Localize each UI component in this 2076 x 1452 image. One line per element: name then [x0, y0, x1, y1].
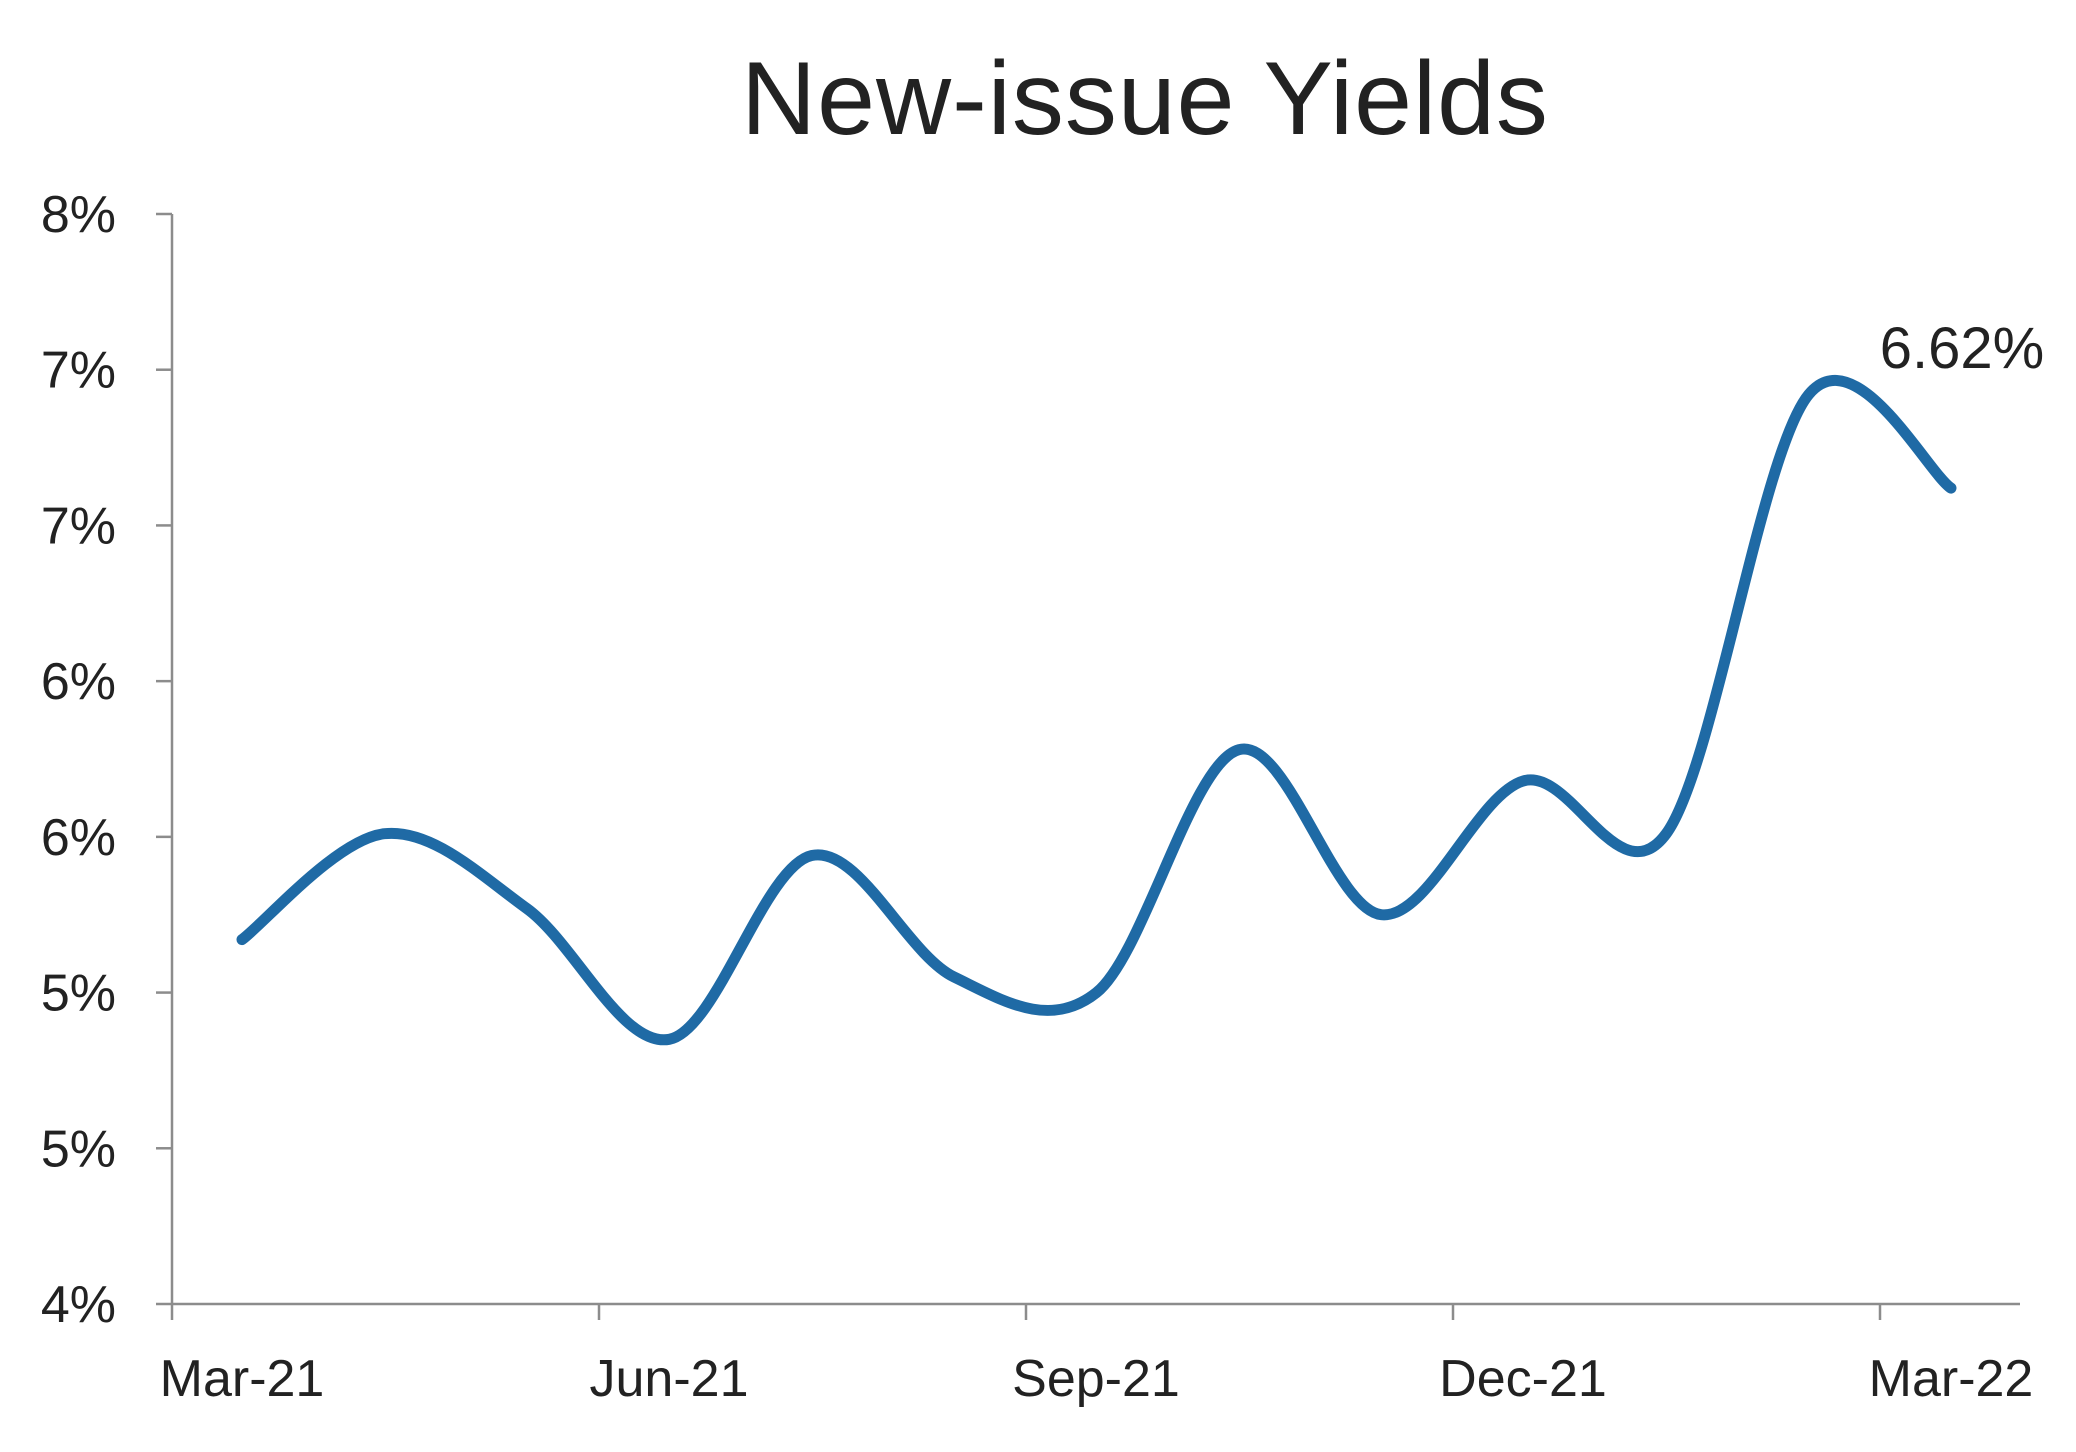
data-point — [384, 833, 385, 834]
data-point — [526, 908, 527, 909]
yield-series-line — [236, 374, 1957, 1046]
y-tick-label: 7% — [41, 497, 116, 555]
y-tick-label: 7% — [41, 342, 116, 400]
chart-title: New-issue Yields — [741, 41, 1549, 157]
y-tick-label: 6% — [41, 653, 116, 711]
x-axis-ticks: Mar-21 Jun-21 Sep-21 Dec-21 Mar-22 — [160, 1304, 2034, 1408]
y-tick-label: 6% — [41, 809, 116, 867]
end-value-label: 6.62% — [1880, 316, 2044, 381]
x-tick-label: Jun-21 — [590, 1350, 749, 1408]
data-point — [1381, 914, 1382, 915]
data-point — [1666, 833, 1667, 834]
x-tick-label: Mar-21 — [160, 1350, 325, 1408]
data-point — [954, 977, 955, 978]
y-tick-label: 4% — [41, 1276, 116, 1334]
data-point — [1238, 749, 1239, 750]
data-point — [1951, 488, 1952, 489]
data-point — [1523, 780, 1524, 781]
data-point — [811, 855, 812, 856]
y-axis-ticks: 4% 5% 5% 6% 6% 7% 7% 8% — [41, 186, 172, 1334]
series-layer — [236, 374, 1957, 1046]
axes — [170, 214, 2020, 1306]
data-point — [1096, 992, 1097, 993]
x-tick-label: Mar-22 — [1869, 1350, 2034, 1408]
data-point — [1808, 394, 1809, 395]
y-tick-label: 5% — [41, 1120, 116, 1178]
y-tick-label: 5% — [41, 965, 116, 1023]
data-point — [242, 939, 243, 940]
x-tick-label: Sep-21 — [1012, 1350, 1180, 1408]
data-point — [669, 1039, 670, 1040]
y-tick-label: 8% — [41, 186, 116, 244]
x-tick-label: Dec-21 — [1439, 1350, 1607, 1408]
